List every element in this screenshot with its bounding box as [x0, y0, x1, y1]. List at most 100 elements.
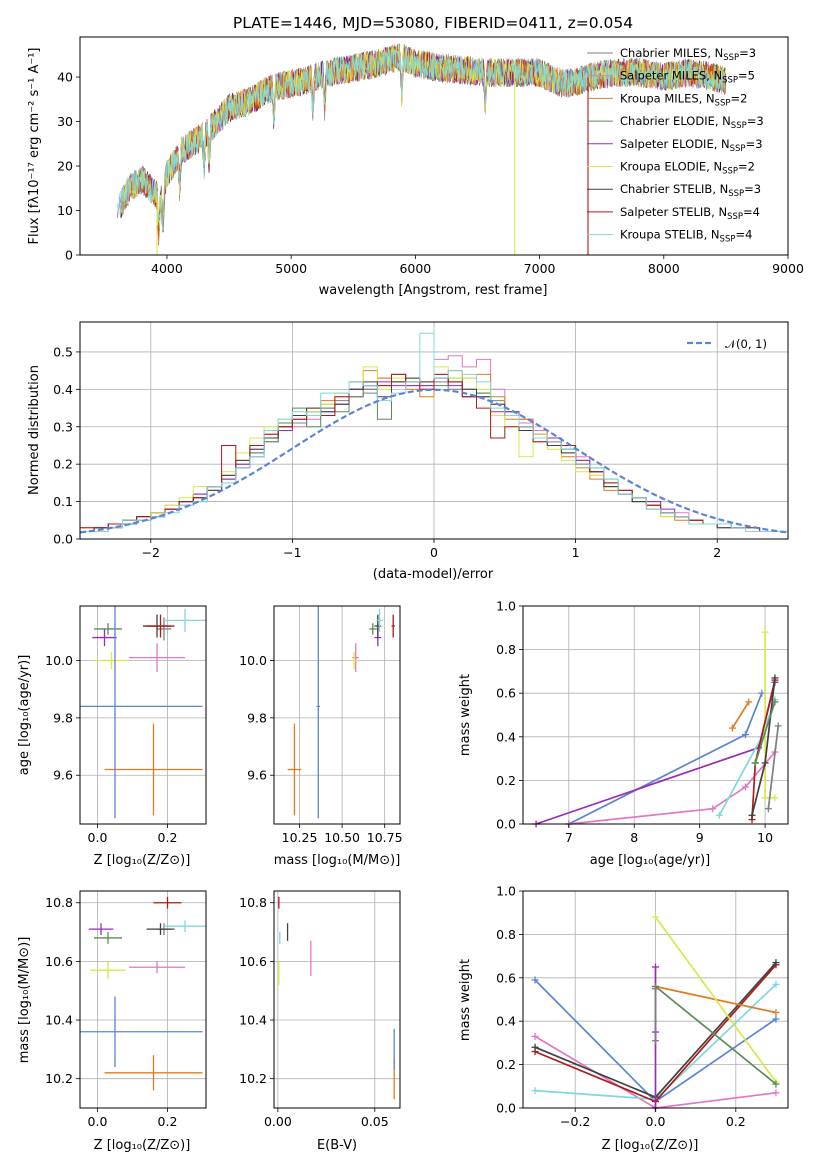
- x-tick-label: 0.2: [726, 1114, 746, 1129]
- legend-label: Chabrier ELODIE, NSSP=3: [620, 114, 764, 131]
- weight-marker: [771, 794, 779, 802]
- weight-marker: [772, 1080, 780, 1088]
- x-tick-label: −1: [283, 545, 301, 560]
- spectrum-line: [120, 44, 726, 229]
- legend-label-main: Kroupa MILES, N: [620, 91, 715, 105]
- legend-label-tail: =4: [735, 228, 752, 242]
- x-tick-label: 0.00: [264, 1114, 292, 1129]
- legend-label-tail: =5: [738, 69, 755, 83]
- y-tick-label: 10: [57, 203, 73, 218]
- weight-marker: [709, 805, 717, 813]
- x-tick-label: 0.0: [88, 1114, 108, 1129]
- weight-marker: [741, 783, 749, 791]
- weight-marker: [745, 698, 753, 706]
- legend-label: Salpeter STELIB, NSSP=4: [620, 205, 760, 222]
- y-tick-label: 9.8: [247, 710, 267, 725]
- weight-line: [731, 701, 750, 729]
- weight-marker: [772, 959, 780, 967]
- y-tick-label: 0.1: [53, 494, 73, 509]
- legend-label-sub: SSP: [720, 235, 736, 245]
- spectrum-ylabel: Flux [fλ10⁻¹⁷ erg cm⁻² s⁻¹ A⁻¹]: [27, 48, 42, 245]
- weight-marker: [751, 759, 759, 767]
- x-tick-label: 0.2: [158, 1114, 178, 1129]
- x-tick-label: 10.50: [324, 830, 360, 845]
- weight-marker: [748, 811, 756, 819]
- legend-label: Kroupa ELODIE, NSSP=2: [620, 160, 755, 177]
- mage-xlabel: mass [log₁₀(M/M⊙)]: [274, 853, 401, 868]
- errorbar-point: [146, 614, 175, 638]
- errorbar-point: [94, 623, 122, 635]
- legend-label-main: Chabrier STELIB, N: [620, 182, 728, 196]
- y-tick-label: 10.6: [239, 954, 267, 969]
- errorbar-point: [92, 628, 117, 647]
- legend-label: Salpeter MILES, NSSP=5: [620, 69, 755, 86]
- legend-label-main: Salpeter STELIB, N: [620, 205, 727, 219]
- y-tick-label: 0.0: [53, 532, 73, 547]
- histogram-line: [79, 332, 788, 539]
- weight-marker: [774, 722, 782, 730]
- y-tick-label: 0.0: [496, 1101, 516, 1116]
- y-tick-label: 40: [57, 70, 73, 85]
- legend-label: Kroupa STELIB, NSSP=4: [620, 228, 752, 245]
- weight-line: [767, 725, 780, 809]
- weight-marker: [772, 1089, 780, 1097]
- weight-marker: [761, 628, 769, 636]
- weight-marker: [761, 794, 769, 802]
- legend-label: Chabrier MILES, NSSP=3: [620, 46, 756, 63]
- residual-histogram-panel: −2 −1 0 1 2 0.0 0.1 0.2 0.3 0.4 0.5 (data-model)/…: [27, 321, 789, 582]
- zw-ylabel: mass weight: [458, 959, 473, 1041]
- errorbar-point: [90, 961, 126, 979]
- x-tick-label: 7: [565, 830, 573, 845]
- legend-label-main: Chabrier MILES, N: [620, 46, 723, 60]
- weight-marker: [531, 1032, 539, 1040]
- legend-label-sub: SSP: [731, 121, 747, 131]
- legend-label-tail: =2: [738, 160, 755, 174]
- weight-marker: [531, 976, 539, 984]
- zage-xlabel: Z [log₁₀(Z/Z⊙)]: [94, 853, 191, 868]
- errorbar-point: [287, 723, 302, 816]
- y-tick-label: 0.4: [496, 1014, 516, 1029]
- weight-marker: [771, 674, 779, 682]
- legend-label-sub: SSP: [722, 76, 738, 86]
- legend-label-tail: =3: [744, 182, 761, 196]
- y-tick-label: 10.0: [239, 653, 267, 668]
- legend-label-tail: =3: [746, 137, 763, 151]
- age-vs-weight-panel: 7 8 9 10 0.0 0.2 0.4 0.6 0.8 1.0 age [log₁₀(age/y…: [458, 599, 789, 868]
- weight-marker: [531, 1087, 539, 1095]
- weight-marker: [652, 913, 659, 921]
- x-tick-label: −0.2: [560, 1114, 590, 1129]
- weight-marker: [758, 689, 766, 697]
- x-tick-label: 9000: [772, 261, 804, 276]
- errorbar-point: [88, 923, 114, 935]
- legend-label-main: Salpeter ELODIE, N: [620, 137, 730, 151]
- errorbar-point: [80, 996, 203, 1067]
- errorbar-point: [80, 606, 203, 819]
- x-tick-label: 4000: [151, 261, 183, 276]
- legend-label-main: Salpeter MILES, N: [620, 69, 722, 83]
- normal-legend-label: 𝒩(0, 1): [725, 337, 767, 351]
- y-tick-label: 0.8: [496, 642, 516, 657]
- errorbar-point: [376, 608, 383, 632]
- weight-marker: [652, 963, 659, 971]
- weight-marker: [772, 980, 780, 988]
- legend-label: Kroupa MILES, NSSP=2: [620, 91, 747, 108]
- x-tick-label: 5000: [275, 261, 307, 276]
- errorbar-point: [94, 932, 122, 944]
- weight-marker: [728, 724, 736, 732]
- x-tick-label: 7000: [524, 261, 556, 276]
- y-tick-label: 10.0: [45, 653, 73, 668]
- y-tick-label: 1.0: [496, 599, 516, 614]
- x-tick-label: 8000: [648, 261, 680, 276]
- y-tick-label: 30: [57, 114, 73, 129]
- errorbar-point: [129, 643, 185, 672]
- legend-label-main: Kroupa STELIB, N: [620, 228, 720, 242]
- y-tick-label: 0.6: [496, 686, 516, 701]
- y-tick-label: 0.2: [53, 457, 73, 472]
- x-tick-label: −2: [142, 545, 160, 560]
- x-tick-label: 0.05: [361, 1114, 389, 1129]
- y-tick-label: 0.5: [53, 344, 73, 359]
- errorbar-point: [369, 623, 377, 635]
- x-tick-label: 9: [696, 830, 704, 845]
- x-tick-label: 8: [630, 830, 638, 845]
